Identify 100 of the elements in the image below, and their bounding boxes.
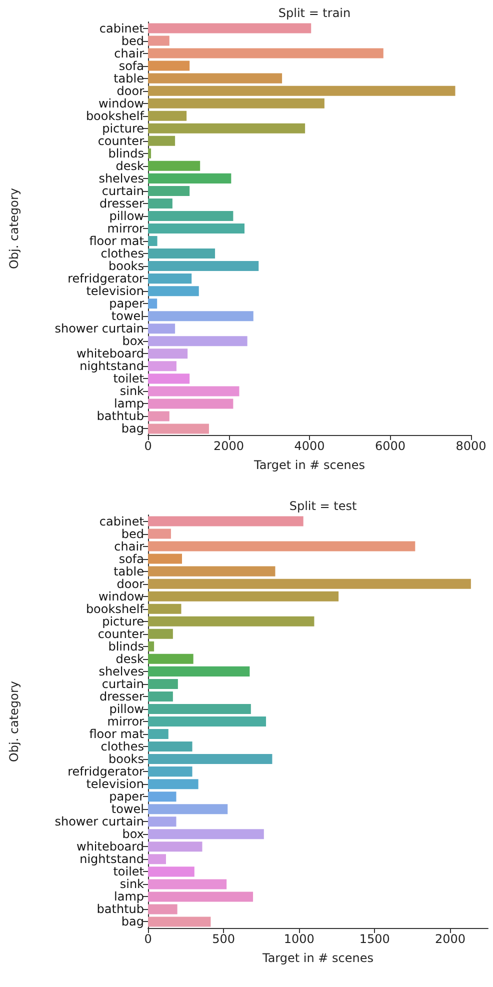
y-tick-label: counter <box>98 134 144 148</box>
bar <box>148 48 384 58</box>
bar <box>148 604 182 614</box>
y-tick-label: bag <box>121 914 144 929</box>
x-tick-label: 0 <box>144 439 152 453</box>
bar <box>148 854 166 864</box>
bar <box>148 210 234 221</box>
y-tick-label: window <box>98 96 144 110</box>
y-tick-label: lamp <box>114 890 144 904</box>
bar <box>148 236 158 246</box>
bar <box>148 779 198 790</box>
x-tick-label: 2000 <box>434 932 466 946</box>
bar <box>148 324 176 334</box>
y-axis-title: Obj. category <box>7 188 21 270</box>
bar <box>148 274 192 284</box>
y-tick-label: dresser <box>100 196 144 210</box>
y-tick-label: cabinet <box>99 514 144 528</box>
y-tick-label: box <box>122 334 144 348</box>
bar <box>148 866 194 877</box>
y-tick-label: cabinet <box>99 21 144 36</box>
bar <box>148 223 244 234</box>
y-tick-label: bed <box>121 34 144 48</box>
bar <box>148 361 176 372</box>
x-tick-label: 1500 <box>359 932 390 946</box>
x-axis-title: Target in # scenes <box>261 951 374 965</box>
bar <box>148 411 170 422</box>
bar <box>148 842 202 852</box>
y-tick-label: counter <box>98 626 144 641</box>
y-tick-label: towel <box>111 802 144 816</box>
bar <box>148 892 254 902</box>
bar <box>148 110 187 121</box>
bar <box>148 298 158 309</box>
bar <box>148 754 272 764</box>
bar <box>148 729 168 740</box>
bar <box>148 904 178 914</box>
y-tick-label: sink <box>120 877 144 892</box>
bar <box>148 311 254 322</box>
bar <box>148 160 200 171</box>
y-tick-label: table <box>114 71 144 86</box>
bar <box>148 678 178 689</box>
bar <box>148 398 234 409</box>
y-tick-label: bathtub <box>96 902 144 916</box>
bar <box>148 98 324 108</box>
bar <box>148 186 190 196</box>
y-tick-label: toilet <box>113 372 144 386</box>
y-tick-label: clothes <box>100 246 144 261</box>
bar <box>148 816 176 827</box>
bar <box>148 742 192 752</box>
bar <box>148 879 227 890</box>
bar <box>148 628 173 639</box>
bar <box>148 829 264 840</box>
y-tick-label: desk <box>116 652 144 666</box>
y-tick-label: blinds <box>108 146 144 160</box>
y-tick-label: picture <box>102 121 144 136</box>
y-tick-label: dresser <box>100 689 144 704</box>
y-tick-label: sofa <box>118 552 144 566</box>
y-tick-label: door <box>116 84 144 98</box>
bar <box>148 23 312 34</box>
bar <box>148 804 228 814</box>
y-tick-label: paper <box>109 790 144 804</box>
bar <box>148 374 190 384</box>
y-tick-label: window <box>98 589 144 604</box>
y-tick-label: towel <box>111 309 144 324</box>
y-tick-label: bag <box>121 422 144 436</box>
y-tick-label: floor mat <box>89 234 144 248</box>
bar <box>148 36 170 46</box>
bar <box>148 73 282 84</box>
y-tick-label: bed <box>121 526 144 541</box>
y-tick-label: whiteboard <box>76 346 144 361</box>
y-tick-label: curtain <box>102 676 144 691</box>
x-tick-label: 2000 <box>213 439 244 453</box>
bar <box>148 173 232 184</box>
y-tick-label: mirror <box>107 714 144 728</box>
bar <box>148 554 182 564</box>
bar <box>148 792 176 802</box>
chart-title: Split = train <box>278 6 351 20</box>
y-tick-label: books <box>108 259 144 274</box>
x-tick-label: 6000 <box>374 439 406 453</box>
bar <box>148 616 314 626</box>
bar <box>148 578 471 589</box>
bar <box>148 641 154 652</box>
bar <box>148 716 266 727</box>
bar <box>148 916 211 927</box>
y-tick-label: mirror <box>107 222 144 236</box>
x-axis-title: Target in # scenes <box>252 458 366 472</box>
bar <box>148 591 339 602</box>
bar <box>148 424 209 434</box>
y-tick-label: television <box>86 284 144 298</box>
y-tick-label: picture <box>102 614 144 628</box>
y-tick-label: curtain <box>102 184 144 198</box>
bar <box>148 148 152 158</box>
x-tick-label: 500 <box>212 932 236 946</box>
y-tick-label: nightstand <box>80 852 144 866</box>
x-tick-label: 4000 <box>294 439 325 453</box>
bar <box>148 348 188 359</box>
bar <box>148 386 240 396</box>
y-tick-label: toilet <box>113 864 144 879</box>
y-tick-label: sink <box>120 384 144 398</box>
y-tick-label: nightstand <box>80 359 144 374</box>
y-axis-title: Obj. category <box>7 680 21 762</box>
